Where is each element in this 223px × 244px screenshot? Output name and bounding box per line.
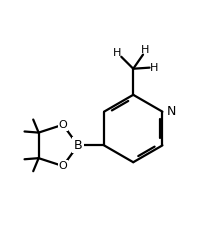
Text: H: H bbox=[113, 48, 121, 58]
Text: O: O bbox=[59, 120, 67, 130]
Text: B: B bbox=[74, 139, 82, 152]
Text: H: H bbox=[150, 63, 159, 73]
Text: N: N bbox=[167, 105, 177, 118]
Text: O: O bbox=[59, 161, 67, 171]
Text: H: H bbox=[141, 45, 149, 55]
